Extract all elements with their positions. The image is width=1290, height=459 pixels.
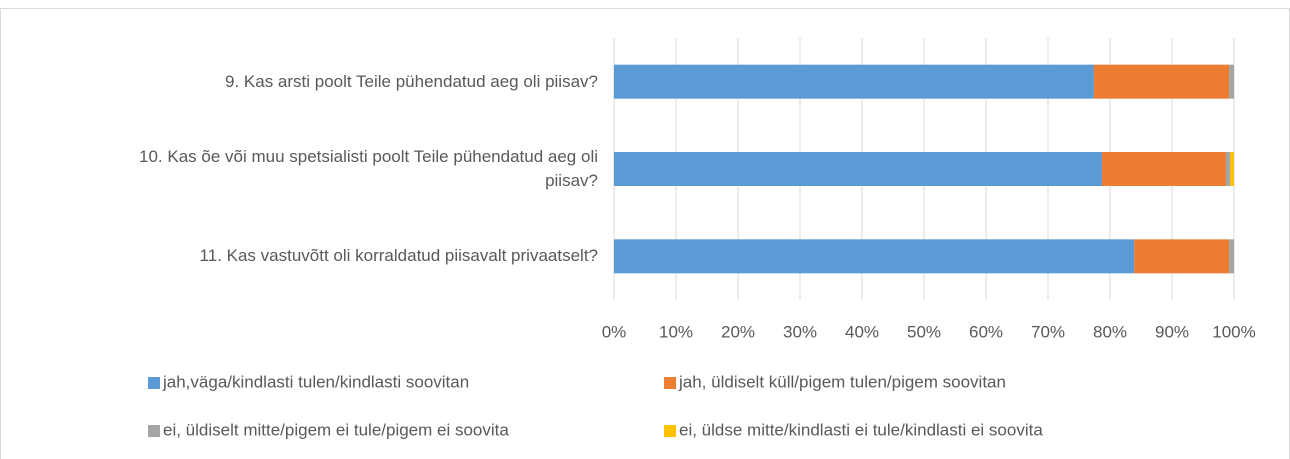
x-tick-label: 50% [907, 322, 941, 341]
category-label: 9. Kas arsti poolt Teile pühendatud aeg … [225, 71, 598, 91]
x-tick-label: 20% [721, 322, 755, 341]
bar-segment [614, 64, 1094, 99]
x-tick-label: 40% [845, 322, 879, 341]
legend-swatch [148, 377, 160, 389]
bar-segment [1230, 152, 1234, 186]
legend-label: ei, üldse mitte/kindlasti ei tule/kindla… [679, 420, 1043, 439]
legend-label: jah,väga/kindlasti tulen/kindlasti soovi… [162, 372, 469, 391]
legend-label: ei, üldiselt mitte/pigem ei tule/pigem e… [163, 420, 509, 439]
legend-swatch [664, 377, 676, 389]
bar-segment [1229, 64, 1234, 99]
bar-segment [614, 239, 1135, 274]
bar-segment [1229, 239, 1234, 274]
x-tick-label: 90% [1155, 322, 1189, 341]
x-tick-label: 60% [969, 322, 1003, 341]
x-tick-label: 30% [783, 322, 817, 341]
x-tick-label: 70% [1031, 322, 1065, 341]
category-label: 10. Kas õe või muu spetsialisti poolt Te… [139, 147, 598, 190]
bar-segment [614, 152, 1102, 186]
legend-swatch [664, 425, 676, 437]
x-tick-label: 0% [602, 322, 627, 341]
x-tick-label: 10% [659, 322, 693, 341]
x-tick-label: 80% [1093, 322, 1127, 341]
legend-label: jah, üldiselt küll/pigem tulen/pigem soo… [678, 372, 1006, 391]
legend-swatch [148, 425, 160, 437]
category-label: 11. Kas vastuvõtt oli korraldatud piisav… [199, 246, 598, 266]
bar-segment [1225, 152, 1231, 186]
x-tick-label: 100% [1212, 322, 1255, 341]
bar-segment [1093, 64, 1230, 99]
bar-segment [1134, 239, 1230, 274]
bar-segment [1101, 152, 1226, 186]
